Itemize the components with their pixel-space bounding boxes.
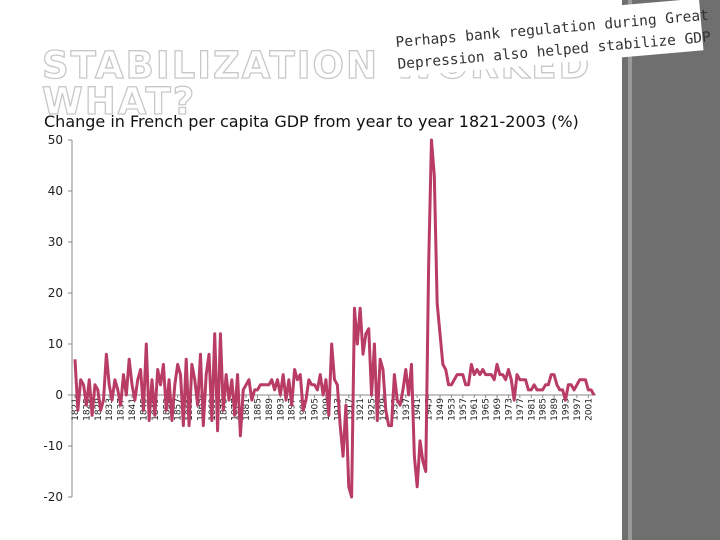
x-tick-label: 1829: [94, 398, 104, 421]
x-tick-label: 1937: [402, 398, 412, 421]
y-tick-label: 10: [48, 337, 63, 351]
x-tick-label: 1917: [345, 398, 355, 421]
x-tick-label: 1825: [82, 398, 92, 421]
x-tick-label: 1941: [413, 398, 423, 421]
x-tick-label: 1965: [482, 398, 492, 421]
x-tick-label: 1949: [436, 398, 446, 421]
x-tick-label: 1905: [311, 398, 321, 421]
y-tick-label: 30: [48, 235, 63, 249]
x-tick-label: 1953: [447, 398, 457, 421]
x-tick-label: 1945: [425, 398, 435, 421]
x-tick-label: 1973: [504, 398, 514, 421]
x-tick-label: 1989: [550, 398, 560, 421]
side-band: [622, 0, 720, 540]
x-tick-label: 1881: [242, 398, 252, 421]
x-tick-label: 1985: [539, 398, 549, 421]
x-tick-label: 1841: [128, 398, 138, 421]
x-tick-label: 1933: [390, 398, 400, 421]
x-tick-label: 1885: [254, 398, 264, 421]
y-tick-label: 50: [48, 133, 63, 147]
title-line: WHAT?: [42, 80, 196, 123]
y-tick-label: 0: [55, 388, 63, 402]
y-tick-label: 40: [48, 184, 63, 198]
note-bg: [388, 0, 704, 78]
x-tick-label: 1929: [379, 398, 389, 421]
data-line: [73, 138, 596, 499]
plot: 50 40 30 20 10 0 -10 -20 1821 1825 1829 1833 1837 184…: [43, 133, 596, 504]
x-tick-label: 1925: [368, 398, 378, 421]
x-tick-label: 2001: [584, 398, 594, 421]
y-tick-label: -20: [43, 490, 63, 504]
x-tick-label: 1897: [288, 398, 298, 421]
x-tick-label: 1993: [561, 398, 571, 421]
x-tick-label: 1893: [276, 398, 286, 421]
y-tick-label: 20: [48, 286, 63, 300]
x-tick-label: 1961: [470, 398, 480, 421]
x-tick-label: 1837: [117, 398, 127, 421]
x-tick-label: 1977: [516, 398, 526, 421]
side-stripe: [628, 0, 632, 540]
x-tick-label: 1921: [356, 398, 366, 421]
x-tick-label: 1957: [459, 398, 469, 421]
x-tick-label: 1821: [71, 398, 81, 421]
x-tick-label: 1857: [174, 398, 184, 421]
x-tick-label: 1969: [493, 398, 503, 421]
x-tick-label: 1997: [573, 398, 583, 421]
x-tick-label: 1889: [265, 398, 275, 421]
x-tick-label: 1981: [527, 398, 537, 421]
x-tick-label: 1833: [105, 398, 115, 421]
y-tick-label: -10: [43, 439, 63, 453]
chart-subtitle: Change in French per capita GDP from yea…: [44, 112, 579, 131]
